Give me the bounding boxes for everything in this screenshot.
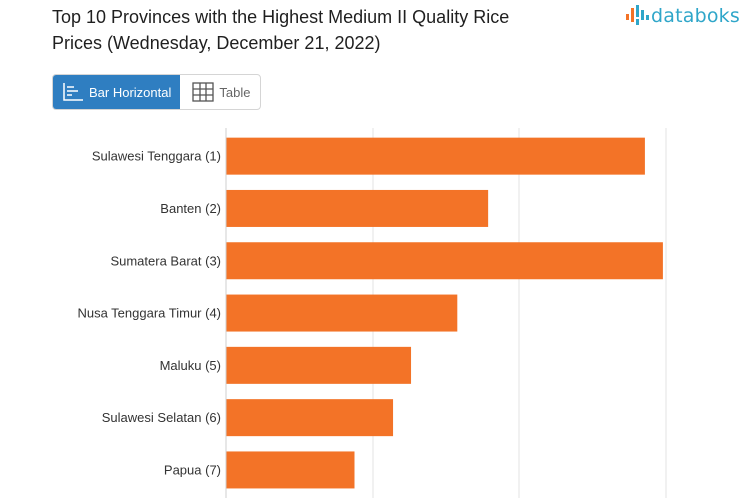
chart-title-line-2: Prices (Wednesday, December 21, 2022): [52, 33, 381, 53]
chart-title: Top 10 Provinces with the Highest Medium…: [52, 4, 592, 56]
category-label: Sulawesi Tenggara (1): [92, 149, 221, 164]
table-label: Table: [219, 84, 251, 100]
category-label: Maluku (5): [160, 358, 221, 373]
category-label: Banten (2): [160, 201, 221, 216]
view-toggle: Bar Horizontal Table: [52, 74, 261, 110]
bar-chart-logo-icon: [626, 5, 649, 25]
bar-horizontal-label: Bar Horizontal: [89, 84, 172, 100]
table-button[interactable]: Table: [180, 75, 260, 109]
category-label: Sulawesi Selatan (6): [102, 410, 221, 425]
category-label: Sumatera Barat (3): [110, 253, 221, 268]
table-grid-icon: [192, 82, 215, 102]
bar[interactable]: [226, 189, 489, 227]
bar[interactable]: [226, 137, 645, 175]
bar[interactable]: [226, 242, 663, 280]
bar-horizontal-button[interactable]: Bar Horizontal: [53, 75, 181, 109]
bar-chart: Sulawesi Tenggara (1) Banten (2) Sumatera …: [0, 128, 753, 498]
bar[interactable]: [226, 451, 355, 489]
chart-title-line-1: Top 10 Provinces with the Highest Medium…: [52, 7, 510, 27]
bar[interactable]: [226, 346, 412, 384]
bar-chart-svg: Sulawesi Tenggara (1) Banten (2) Sumatera …: [77, 128, 667, 498]
category-label: Nusa Tenggara Timur (4): [77, 306, 221, 321]
databoks-logo[interactable]: databoks: [625, 4, 740, 28]
bar[interactable]: [226, 399, 394, 437]
bar-horizontal-icon: [63, 83, 83, 101]
bar[interactable]: [226, 294, 458, 332]
category-label: Papua (7): [164, 462, 221, 477]
logo-text: databoks: [651, 5, 740, 27]
